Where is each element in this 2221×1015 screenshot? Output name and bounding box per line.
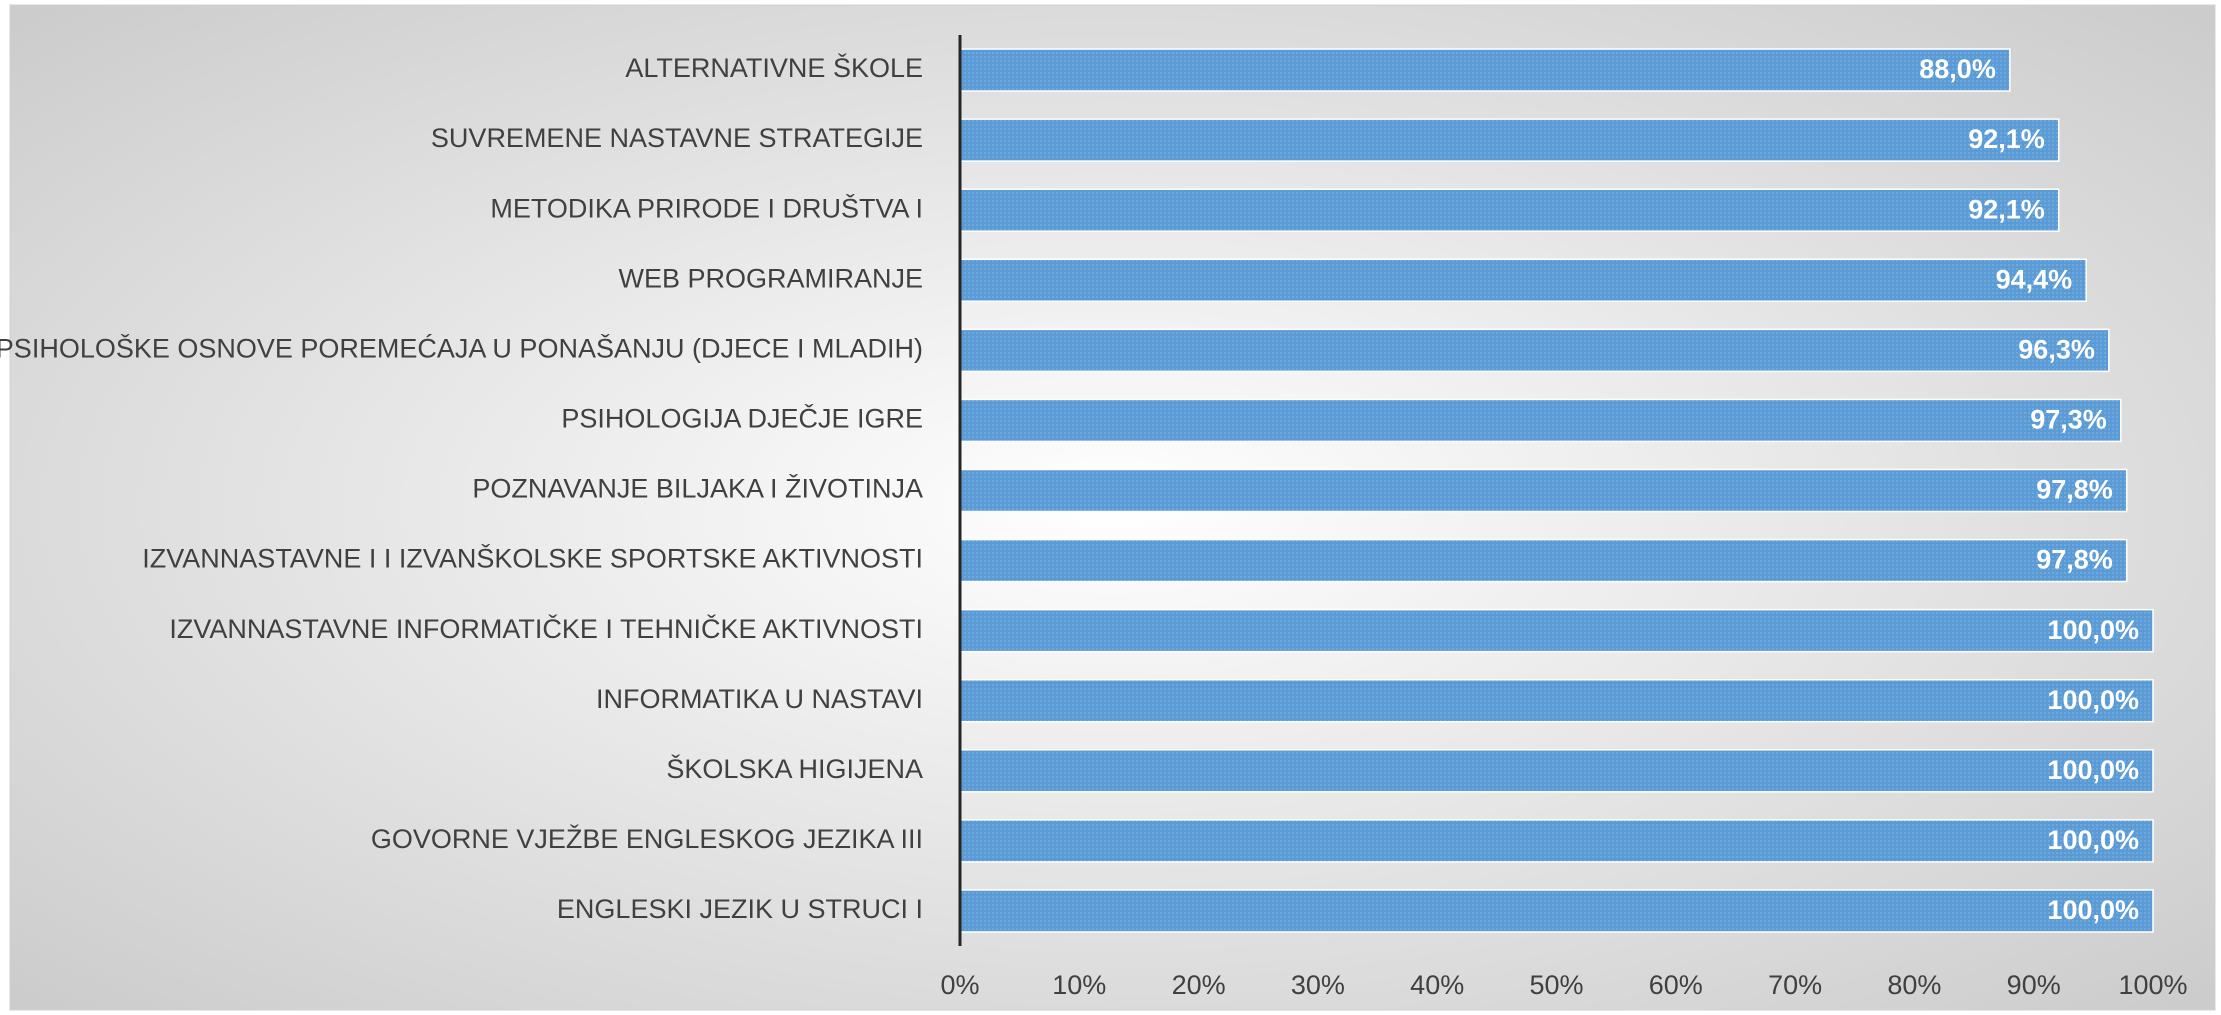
bar bbox=[959, 188, 2060, 232]
x-tick-label: 80% bbox=[1887, 970, 1941, 1000]
x-tick-label: 70% bbox=[1768, 970, 1822, 1000]
data-label: 92,1% bbox=[1968, 194, 2045, 224]
bar bbox=[959, 678, 2154, 723]
data-label: 92,1% bbox=[1968, 124, 2045, 154]
data-label: 100,0% bbox=[2047, 825, 2139, 855]
bar bbox=[959, 749, 2154, 793]
data-label: 88,0% bbox=[1919, 54, 1996, 84]
bar bbox=[959, 118, 2060, 162]
y-tick-label: ŠKOLSKA HIGIJENA bbox=[666, 753, 923, 784]
bar bbox=[959, 48, 2011, 92]
data-label: 100,0% bbox=[2047, 685, 2139, 715]
data-label: 100,0% bbox=[2047, 615, 2139, 645]
y-tick-label: INFORMATIKA U NASTAVI bbox=[596, 684, 923, 714]
y-tick-label: GOVORNE VJEŽBE ENGLESKOG JEZIKA III bbox=[371, 823, 923, 854]
data-label: 97,8% bbox=[2036, 475, 2113, 505]
bar bbox=[959, 819, 2154, 863]
y-tick-label: PSIHOLOŠKE OSNOVE POREMEĆAJA U PONAŠANJU… bbox=[0, 332, 923, 363]
y-tick-label: ALTERNATIVNE ŠKOLE bbox=[625, 52, 923, 83]
data-label: 96,3% bbox=[2018, 334, 2095, 364]
x-tick-label: 40% bbox=[1410, 970, 1464, 1000]
bar bbox=[959, 608, 2154, 653]
x-tick-label: 30% bbox=[1291, 970, 1345, 1000]
data-label: 100,0% bbox=[2047, 755, 2139, 785]
x-tick-label: 90% bbox=[2007, 970, 2061, 1000]
data-label: 94,4% bbox=[1996, 264, 2073, 294]
bar bbox=[959, 538, 2128, 583]
bar bbox=[959, 258, 2087, 303]
x-tick-label: 50% bbox=[1529, 970, 1583, 1000]
x-tick-label: 10% bbox=[1052, 970, 1106, 1000]
y-tick-label: IZVANNASTAVNE INFORMATIČKE I TEHNIČKE AK… bbox=[169, 613, 923, 644]
y-tick-label: ENGLESKI JEZIK U STRUCI I bbox=[557, 894, 923, 924]
y-tick-label: SUVREMENE NASTAVNE STRATEGIJE bbox=[431, 123, 923, 153]
bar bbox=[959, 328, 2110, 373]
y-tick-label: WEB PROGRAMIRANJE bbox=[618, 263, 923, 293]
x-tick-label: 100% bbox=[2118, 970, 2187, 1000]
data-label: 100,0% bbox=[2047, 895, 2139, 925]
bar bbox=[959, 398, 2122, 443]
data-label: 97,3% bbox=[2030, 405, 2107, 435]
x-tick-label: 20% bbox=[1172, 970, 1226, 1000]
y-tick-label: METODIKA PRIRODE I DRUŠTVA I bbox=[490, 192, 923, 223]
bar bbox=[959, 889, 2154, 933]
x-tick-label: 60% bbox=[1649, 970, 1703, 1000]
y-tick-label: POZNAVANJE BILJAKA I ŽIVOTINJA bbox=[472, 473, 923, 504]
y-tick-label: IZVANNASTAVNE I I IZVANŠKOLSKE SPORTSKE … bbox=[142, 543, 923, 574]
x-tick-label: 0% bbox=[940, 970, 979, 1000]
data-label: 97,8% bbox=[2036, 545, 2113, 575]
bar bbox=[959, 468, 2128, 513]
y-tick-label: PSIHOLOGIJA DJEČJE IGRE bbox=[561, 403, 923, 434]
